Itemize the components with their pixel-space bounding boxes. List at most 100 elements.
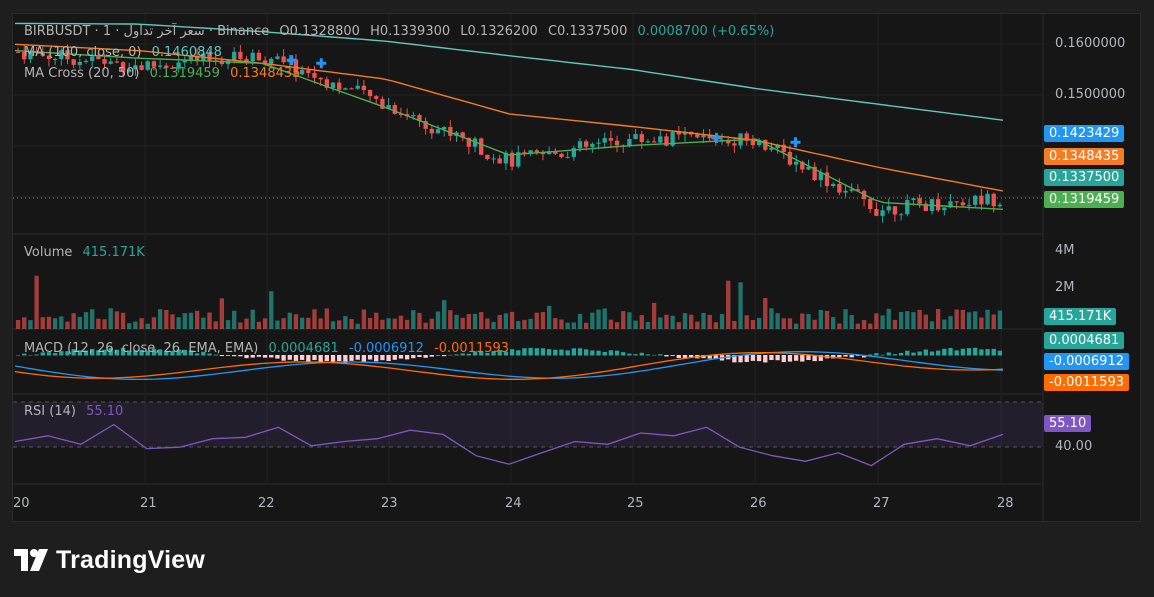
volume-bar <box>831 317 836 329</box>
macd-histogram-bar <box>448 354 453 356</box>
volume-badge: 415.171K <box>1044 308 1117 325</box>
volume-bar <box>59 316 64 329</box>
macd-histogram-bar <box>905 350 910 356</box>
volume-tick-1: 4M <box>1055 243 1075 258</box>
candle-body <box>269 58 274 64</box>
macd-histogram-bar <box>170 350 175 356</box>
macd-histogram-bar <box>565 350 570 356</box>
candle-body <box>954 201 959 203</box>
candle-body <box>892 206 898 215</box>
candle-body <box>651 141 657 143</box>
candle-body <box>120 62 126 72</box>
candle-body <box>522 152 527 154</box>
volume-bar <box>602 308 607 329</box>
macd-histogram-bar <box>874 353 879 356</box>
ohlc-high: H0.1339300 <box>370 24 451 39</box>
volume-bar <box>553 318 558 329</box>
volume-bar <box>559 319 564 329</box>
macd-histogram-bar <box>392 355 397 360</box>
candle-body <box>553 151 558 154</box>
macd-histogram-bar <box>442 355 447 357</box>
candle-body <box>96 56 101 60</box>
ma-cross-legend[interactable]: MA Cross (20, 50) 0.1319459 0.1348435 <box>24 66 300 81</box>
candle-body <box>392 104 397 114</box>
candle-body <box>460 132 465 138</box>
macd-histogram-bar <box>849 355 854 358</box>
volume-bar <box>40 317 45 329</box>
volume-bar <box>682 313 688 329</box>
volume-bar <box>738 282 743 329</box>
volume-bar <box>287 312 292 329</box>
candle-body <box>843 190 848 193</box>
tradingview-logo[interactable]: TradingView <box>14 545 205 575</box>
candle-body <box>707 135 712 139</box>
volume-bar <box>689 314 694 329</box>
candle-body <box>812 166 817 181</box>
volume-bar <box>96 318 101 329</box>
macd-histogram-bar <box>244 355 249 359</box>
candle-body <box>911 198 916 201</box>
candle-body <box>695 134 700 138</box>
macd-histogram-bar <box>651 354 657 356</box>
candle-body <box>991 193 996 207</box>
volume-bar <box>621 311 626 329</box>
macd-legend[interactable]: MACD (12, 26, close, 26, EMA, EMA) 0.000… <box>24 341 509 356</box>
volume-bar <box>83 312 89 329</box>
volume-bar <box>645 321 651 329</box>
candle-body <box>534 150 539 153</box>
candle-body <box>361 85 367 90</box>
macd-histogram-bar <box>843 355 848 357</box>
volume-bar <box>429 318 434 329</box>
macd-histogram-bar <box>936 350 941 356</box>
ma100-line <box>14 22 1004 121</box>
candle-body <box>732 143 737 146</box>
volume-bar <box>886 308 891 329</box>
candle-body <box>682 131 688 135</box>
macd-histogram-bar <box>108 348 113 356</box>
rsi-legend[interactable]: RSI (14) 55.10 <box>24 404 123 419</box>
date-label-25: 25 <box>627 496 644 511</box>
volume-bar <box>145 323 150 329</box>
macd-histogram-bar <box>225 355 231 356</box>
macd-histogram-bar <box>466 353 472 356</box>
macd-histogram-bar <box>621 352 626 356</box>
candle-body <box>108 61 113 64</box>
macd-signal-badge: -0.0011593 <box>1044 374 1129 391</box>
ma-cross-marker-1 <box>316 58 327 69</box>
candle-body <box>596 142 601 144</box>
candle-body <box>726 139 731 144</box>
macd-histogram-bar <box>917 351 922 356</box>
volume-bar <box>114 311 120 329</box>
volume-bar <box>614 322 620 329</box>
macd-histogram-bar <box>281 355 286 361</box>
macd-histogram-bar <box>528 347 533 356</box>
volume-bar <box>151 317 157 329</box>
candle-body <box>602 138 607 143</box>
macd-histogram-bar <box>201 351 206 356</box>
chart-canvas[interactable] <box>13 14 1141 522</box>
volume-bar <box>232 310 237 329</box>
candle-body <box>232 51 237 61</box>
candle-body <box>281 56 286 63</box>
candle-body <box>960 202 966 206</box>
candle-body <box>546 151 552 155</box>
volume-bar <box>380 319 385 329</box>
volume-legend[interactable]: Volume 415.171K <box>24 245 145 260</box>
volume-bar <box>596 309 601 329</box>
ma-legend[interactable]: MA (100, close, 0) 0.1460848 <box>24 45 222 60</box>
volume-bar <box>812 319 817 329</box>
volume-bar <box>65 321 70 329</box>
candle-body <box>46 55 52 60</box>
volume-bar <box>911 312 916 329</box>
volume-bar <box>837 323 842 329</box>
candle-body <box>250 52 255 62</box>
macd-histogram-bar <box>77 350 82 356</box>
volume-bar <box>929 321 935 329</box>
candle-body <box>312 73 317 78</box>
volume-bar <box>188 312 194 329</box>
macd-histogram-bar <box>503 351 509 356</box>
date-label-23: 23 <box>381 496 398 511</box>
candle-body <box>262 60 268 64</box>
volume-tick-2: 2M <box>1055 280 1075 295</box>
volume-bar <box>176 317 181 329</box>
